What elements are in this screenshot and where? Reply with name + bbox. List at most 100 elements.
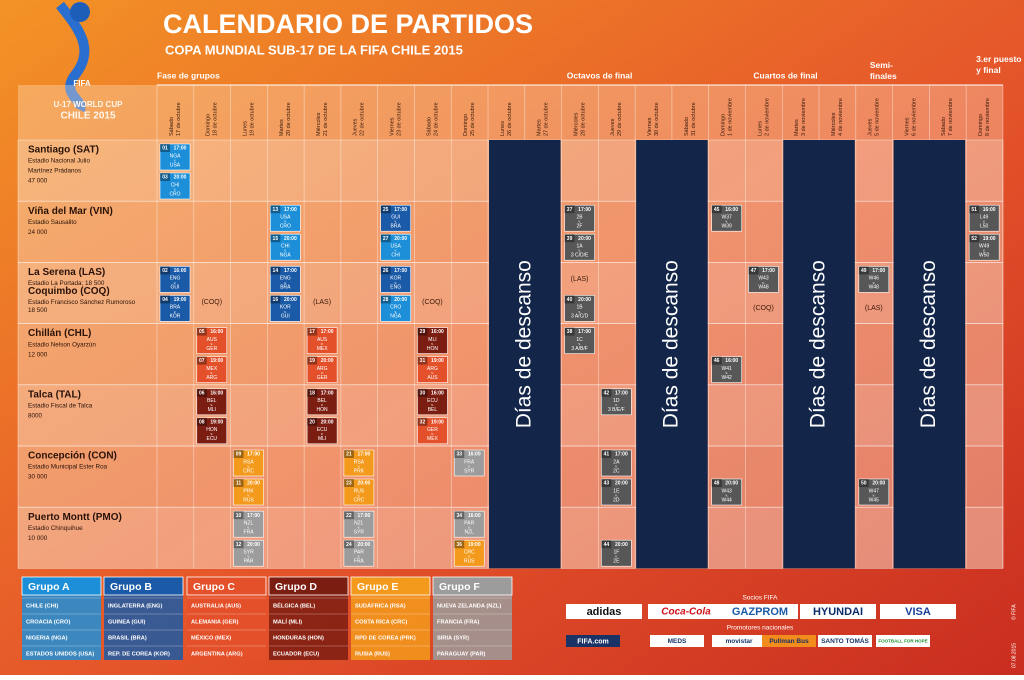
group-name: Grupo F [439,581,480,593]
match-no-box [233,450,244,458]
match-box [858,478,890,506]
day-date: 2 de noviembre [764,98,770,136]
match-home: ENG [170,276,181,282]
match-no-box [307,388,318,397]
match-number: 11 [236,481,242,487]
match-number: 06 [199,390,205,396]
rest-period [893,140,966,569]
match-away: CRO [280,224,291,230]
sponsor-name: FOOTBALL FOR HOPE [878,639,927,644]
group-head [350,576,431,596]
group-name: Grupo C [193,581,235,593]
match-no-box [748,266,759,275]
sponsor-name: Pullman Bus [769,638,809,645]
match-number: 47 [751,268,757,274]
match-away: 2C [613,468,620,474]
sponsor-name: MEDS [668,638,687,645]
match-no-box [233,511,244,520]
match-number: 26 [383,268,389,274]
match-home: RSA [243,459,254,465]
match-vs: v. [321,432,323,436]
match-home: W47 [869,488,880,494]
venue-detail: 47 000 [28,178,48,185]
match-home: HON [206,427,218,433]
match-no-box [564,327,575,336]
match-time: 17:00 [174,146,187,152]
match-away: 2F [577,224,583,230]
sponsor-logo [648,604,724,619]
group-team: COSTA RICA (CRC) [355,620,407,626]
match-box [711,478,743,506]
match-number: 36 [456,542,462,548]
match-no-box [196,356,207,365]
match-time: 16:00 [210,329,223,335]
match-no-box [233,479,244,487]
match-away: MLI [318,436,326,442]
day-date: 25 de octubre [470,102,476,136]
day-date: 3 de noviembre [801,98,807,136]
match-home: AUS [317,337,328,343]
day-weekday: Jueves [868,118,874,136]
match-number: 45 [714,207,720,213]
match-time: 16:00 [468,452,481,458]
match-box [196,417,228,445]
match-vs: v. [578,342,580,346]
match-number: 05 [199,329,205,335]
match-home: USA [391,244,402,250]
match-home: W43 [758,276,769,282]
match-away: SYR [354,530,365,536]
match-time: 17:00 [872,268,885,274]
day-date: 6 de noviembre [911,98,917,136]
match-home: 1C [576,337,583,343]
venue-note: (LAS) [865,305,883,312]
day-weekday: Sábado [169,117,175,136]
match-away: NZL [465,530,475,536]
match-away: 2E [613,559,620,565]
match-number: 09 [236,452,242,458]
match-time: 20:00 [578,236,591,242]
match-time: 19:00 [174,297,187,303]
match-number: 03 [162,175,168,181]
venue-city: Viña del Mar (VIN) [28,206,113,217]
match-away: HON [317,407,329,413]
match-away: CRC [243,468,254,474]
match-vs: v. [284,310,286,314]
match-box [306,327,338,354]
match-time: 20:00 [247,542,260,548]
venue-city: Coquimbo (COQ) [28,286,110,297]
match-vs: v. [983,220,985,224]
match-number: 17 [309,329,315,335]
match-vs: v. [394,310,396,314]
match-away: NGA [280,253,292,259]
match-home: CHI [171,182,180,188]
match-away: PRK [354,468,365,474]
match-number: 32 [420,419,426,425]
match-vs: v. [468,526,470,530]
match-box [270,204,301,232]
venue-detail: 10 000 [28,535,48,542]
match-time: 20:00 [872,481,885,487]
sponsor-name: HYUNDAI [813,606,863,618]
match-vs: v. [211,371,213,375]
venue-detail: 24 000 [28,229,48,236]
match-home: KOR [280,305,291,311]
match-no-box [160,173,170,181]
match-home: W46 [869,276,880,282]
match-number: 34 [456,513,462,519]
venue-detail: 30 000 [28,474,48,481]
match-number: 29 [420,329,426,335]
match-vs: v. [431,432,433,436]
match-home: NZL [354,521,364,527]
match-no-box [196,388,207,397]
match-home: FRA [464,459,475,465]
match-no-box [454,540,465,549]
day-date: 28 de octubre [580,102,586,136]
match-box [968,204,1000,232]
venue-city: Puerto Montt (PMO) [28,512,122,523]
match-home: 2A [613,459,620,465]
stage-label: Cuartos de final [753,70,817,80]
sponsor-logo [762,635,816,647]
match-no-box [307,417,318,426]
venue-detail: Estadio Nelson Oyarzún [28,341,96,348]
